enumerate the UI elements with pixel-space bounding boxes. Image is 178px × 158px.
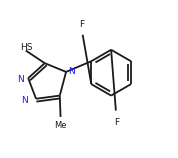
Text: F: F bbox=[114, 118, 119, 127]
Text: F: F bbox=[79, 20, 84, 29]
Text: HS: HS bbox=[20, 43, 33, 52]
Text: Me: Me bbox=[54, 121, 67, 130]
Text: N: N bbox=[21, 96, 28, 105]
Text: N: N bbox=[69, 67, 75, 76]
Text: N: N bbox=[17, 75, 23, 84]
